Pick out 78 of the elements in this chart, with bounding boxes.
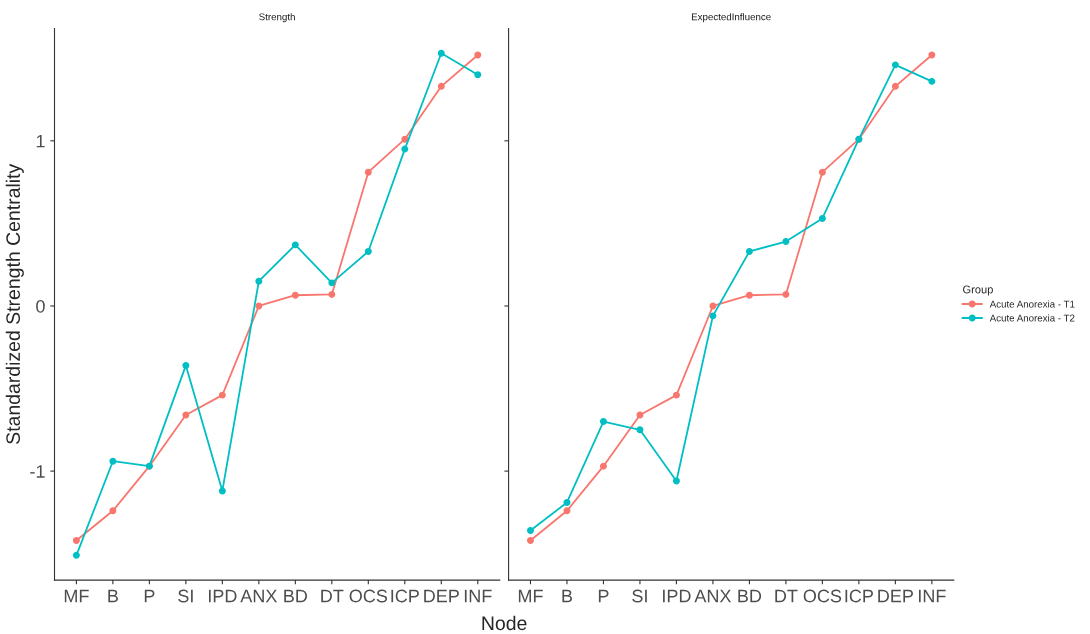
legend-title: Group xyxy=(963,285,993,296)
point xyxy=(782,290,790,298)
x-tick-label: OCS xyxy=(803,589,842,603)
point xyxy=(218,487,226,495)
x-tick-label: BD xyxy=(738,589,762,603)
point xyxy=(437,82,445,90)
x-tick-label: BD xyxy=(284,589,308,603)
x-tick-label: ANX xyxy=(240,589,278,603)
point xyxy=(709,302,717,310)
x-tick-label: P xyxy=(598,589,609,603)
point xyxy=(255,277,263,285)
point xyxy=(109,457,117,465)
point xyxy=(437,49,445,57)
point xyxy=(563,507,571,515)
point xyxy=(672,477,680,485)
point xyxy=(291,291,299,299)
point xyxy=(891,82,899,90)
x-tick-label: SI xyxy=(632,589,647,603)
x-tick-label: ICP xyxy=(845,589,873,603)
chart-title: Strength xyxy=(259,13,295,23)
point xyxy=(526,527,534,535)
point xyxy=(328,290,336,298)
x-tick-label: B xyxy=(108,589,118,603)
point xyxy=(526,537,534,544)
point xyxy=(599,462,607,470)
point xyxy=(818,168,826,176)
point xyxy=(401,145,409,153)
point xyxy=(364,168,372,176)
point xyxy=(599,418,607,426)
point xyxy=(72,551,80,559)
point xyxy=(891,61,899,69)
x-tick-label: DEP xyxy=(878,589,913,603)
point xyxy=(109,507,117,515)
x-tick-label: INF xyxy=(464,589,492,603)
point xyxy=(72,537,80,544)
legend-label: Acute Anorexia - T1 xyxy=(989,300,1075,308)
x-tick-label: IPD xyxy=(208,589,237,603)
point xyxy=(745,291,753,299)
point xyxy=(709,312,717,320)
y-tick-label: 0 xyxy=(36,299,45,313)
x-axis-title: Node xyxy=(482,615,527,631)
point xyxy=(928,77,936,85)
point xyxy=(474,51,482,59)
x-tick-label: ICP xyxy=(391,589,419,603)
point xyxy=(182,361,190,369)
legend-label: Acute Anorexia - T2 xyxy=(989,314,1075,322)
point xyxy=(818,214,826,222)
x-tick-label: MF xyxy=(518,589,543,603)
point xyxy=(474,71,482,79)
point xyxy=(218,391,226,399)
x-tick-label: OCS xyxy=(349,589,388,603)
point xyxy=(745,248,753,255)
x-tick-label: DEP xyxy=(424,589,459,603)
point xyxy=(255,302,263,310)
point xyxy=(782,238,790,246)
y-tick-label: -1 xyxy=(30,465,45,478)
point xyxy=(182,411,190,419)
chart-title: ExpectedInfluence xyxy=(691,13,771,23)
y-axis-title: Standardized Strength Centrality xyxy=(5,163,24,444)
x-tick-label: ANX xyxy=(694,589,732,603)
point xyxy=(636,411,644,419)
point xyxy=(563,499,571,506)
x-tick-label: P xyxy=(144,589,155,603)
point xyxy=(401,135,409,143)
point xyxy=(364,248,372,255)
x-tick-label: INF xyxy=(918,589,946,603)
point xyxy=(328,279,336,287)
x-tick-label: DT xyxy=(775,589,798,603)
point xyxy=(928,51,936,59)
x-tick-label: IPD xyxy=(663,589,691,603)
point xyxy=(672,391,680,399)
point xyxy=(291,241,299,249)
x-tick-label: DT xyxy=(321,589,344,603)
x-tick-label: SI xyxy=(178,589,193,603)
x-tick-label: B xyxy=(562,589,573,603)
y-tick-label: 1 xyxy=(36,134,45,148)
x-tick-label: MF xyxy=(64,589,89,603)
point xyxy=(636,426,644,434)
